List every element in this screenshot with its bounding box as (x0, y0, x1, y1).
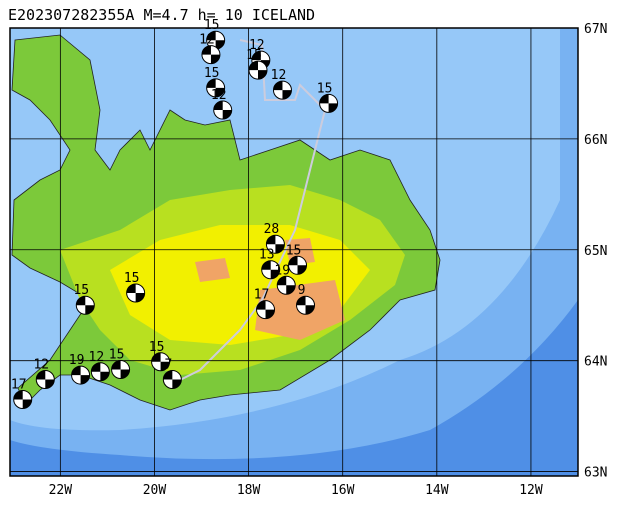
compression (36, 370, 55, 389)
depth-label: 15 (124, 271, 140, 286)
map-title: E202307282355A M=4.7 h= 10 ICELAND (8, 6, 315, 24)
compression (111, 360, 130, 379)
beachball (90, 362, 110, 382)
depth-label: 12 (33, 358, 49, 373)
compression (206, 31, 225, 50)
lat-label: 66N (584, 133, 607, 148)
beachball (213, 100, 233, 120)
compression (76, 296, 95, 315)
compression (273, 81, 292, 100)
depth-label: 12 (89, 350, 105, 365)
lat-label: 64N (584, 355, 607, 370)
beachball (276, 275, 296, 295)
lon-label: 18W (237, 483, 261, 498)
lon-label: 12W (519, 483, 543, 498)
compression (213, 101, 232, 120)
depth-label: 28 (264, 222, 280, 237)
depth-label: 12 (271, 68, 287, 83)
compression (288, 256, 307, 275)
lat-label: 67N (584, 22, 607, 37)
beachball (162, 370, 182, 390)
beachball (126, 283, 146, 303)
depth-label: 15 (204, 18, 220, 33)
depth-label: 15 (286, 243, 302, 258)
compression (91, 362, 110, 381)
beachball (248, 60, 268, 80)
compression (201, 45, 220, 64)
lon-label: 16W (331, 483, 355, 498)
depth-label: 12 (211, 88, 227, 103)
depth-label: 19 (274, 263, 290, 278)
beachball (206, 78, 226, 98)
beachball (265, 234, 285, 254)
beachball (111, 360, 131, 380)
beachball (206, 30, 226, 50)
beachball (13, 389, 33, 409)
compression (13, 390, 32, 409)
compression (163, 370, 182, 389)
compression (296, 296, 315, 315)
basemap (10, 28, 578, 476)
depth-label: 15 (246, 48, 262, 63)
depth-label: 17 (254, 288, 270, 303)
depth-label: 19 (69, 353, 85, 368)
beachball (288, 255, 308, 275)
depth-label: 7 (164, 358, 172, 373)
beachball (35, 370, 55, 390)
beachball (319, 93, 339, 113)
beachball (151, 352, 171, 372)
lat-label: 63N (584, 466, 607, 481)
compression (126, 284, 145, 303)
depth-label: 17 (11, 377, 27, 392)
beachball (201, 45, 221, 65)
compression (256, 300, 275, 319)
frame (9, 27, 579, 477)
lat-label: 65N (584, 244, 607, 259)
compression (266, 235, 285, 254)
depth-label: 15 (109, 348, 125, 363)
compression (151, 352, 170, 371)
depth-label: 12 (249, 38, 265, 53)
lon-label: 22W (49, 483, 73, 498)
depth-label: 15 (149, 340, 165, 355)
depth-label: 15 (204, 66, 220, 81)
beachball (256, 300, 276, 320)
beachball (75, 295, 95, 315)
compression (249, 61, 267, 80)
compression (277, 276, 296, 295)
depth-label: 13 (259, 248, 275, 263)
beachball (71, 365, 91, 385)
beachball (296, 295, 316, 315)
depth-label: 9 (298, 283, 306, 298)
compression (71, 366, 90, 385)
depth-label: 15 (73, 283, 89, 298)
compression (319, 94, 338, 113)
depth-label: 12 (199, 33, 215, 48)
lon-label: 14W (425, 483, 449, 498)
compression (261, 260, 280, 279)
beachball (261, 260, 281, 280)
lon-label: 20W (143, 483, 167, 498)
compression (206, 78, 225, 97)
beachball (272, 80, 292, 100)
depth-label: 15 (317, 81, 333, 96)
